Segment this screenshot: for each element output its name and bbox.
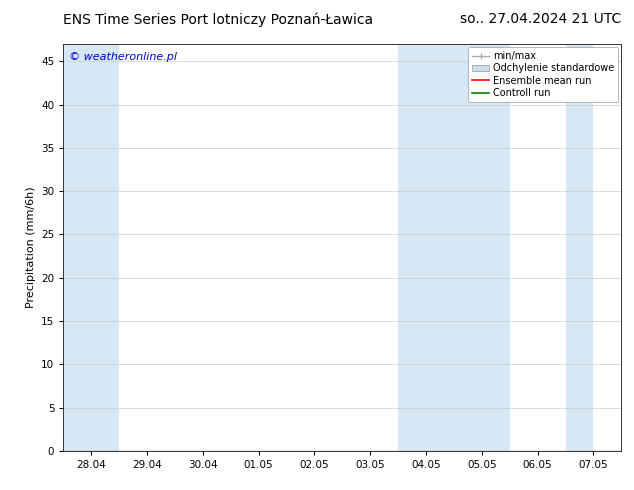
Text: © weatheronline.pl: © weatheronline.pl: [69, 52, 177, 62]
Text: so.. 27.04.2024 21 UTC: so.. 27.04.2024 21 UTC: [460, 12, 621, 26]
Text: ENS Time Series Port lotniczy Poznań-Ławica: ENS Time Series Port lotniczy Poznań-Ław…: [63, 12, 373, 27]
Bar: [566, 44, 593, 451]
Bar: [398, 44, 510, 451]
Legend: min/max, Odchylenie standardowe, Ensemble mean run, Controll run: min/max, Odchylenie standardowe, Ensembl…: [468, 47, 618, 102]
Y-axis label: Precipitation (mm/6h): Precipitation (mm/6h): [25, 187, 36, 308]
Bar: [63, 44, 119, 451]
